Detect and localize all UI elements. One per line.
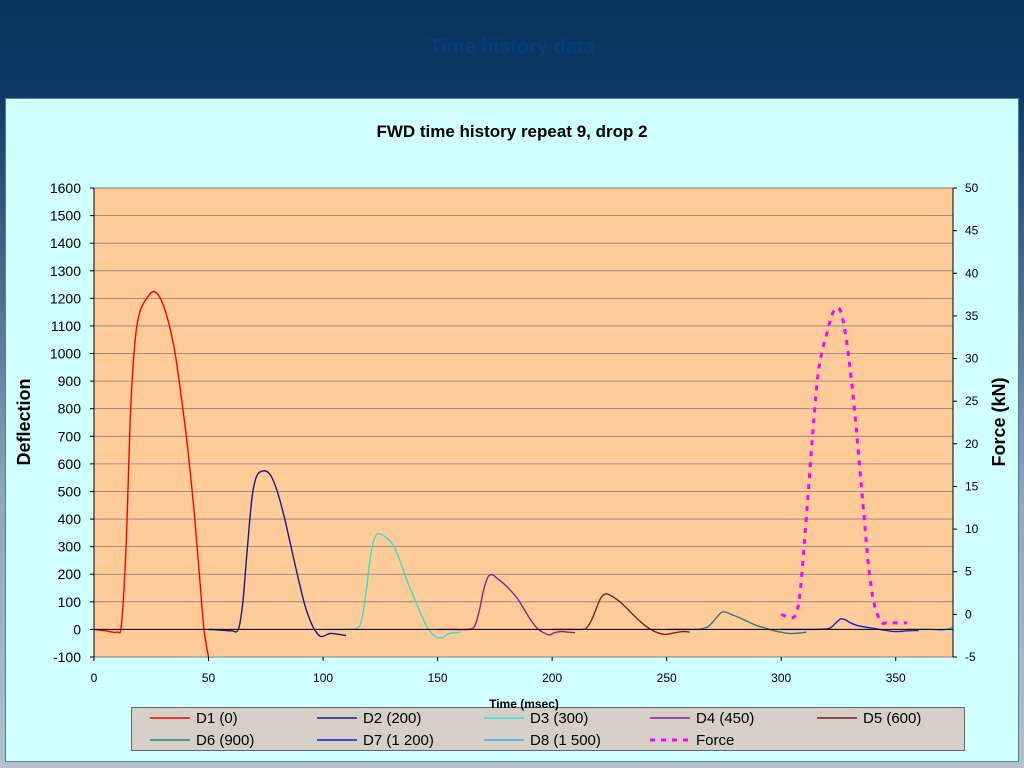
- y-tick-label: 1000: [50, 346, 81, 362]
- chart-title: FWD time history repeat 9, drop 2: [376, 122, 647, 141]
- y2-tick-label: 30: [965, 352, 979, 366]
- y-tick-label: 400: [58, 511, 82, 527]
- y-tick-label: 100: [58, 594, 82, 610]
- legend: D1 (0) D2 (200) D3 (300) D4 (450) D5 (600) D6…: [150, 710, 921, 749]
- y-tick-label: 300: [58, 539, 82, 555]
- y2-tick-label: -5: [965, 650, 976, 664]
- legend-label: D5 (600): [863, 710, 921, 727]
- x-tick-label: 50: [202, 671, 216, 685]
- y-tick-label: 800: [58, 401, 82, 417]
- y-tick-label: 0: [73, 621, 81, 637]
- x-tick-label: 350: [886, 671, 906, 685]
- y-tick-label: 500: [58, 483, 82, 499]
- slide-title: Time history data: [429, 36, 595, 58]
- legend-box: [131, 707, 965, 751]
- series-line-6: [666, 611, 807, 635]
- y-tick-label: 600: [58, 456, 82, 472]
- y-tick-label: 1100: [51, 318, 81, 334]
- y2-tick-label: 35: [965, 309, 979, 323]
- y-tick-label: 700: [58, 428, 82, 444]
- y-tick-label: 1200: [50, 290, 81, 306]
- y2-tick-label: 20: [965, 437, 979, 451]
- legend-label: D8 (1 500): [530, 732, 601, 749]
- legend-label: D6 (900): [196, 732, 254, 749]
- y-tick-label: 900: [58, 373, 82, 389]
- y-tick-label: 200: [58, 566, 82, 582]
- legend-label: D1 (0): [196, 710, 238, 727]
- y2-tick-label: 40: [965, 266, 979, 280]
- x-tick-label: 150: [428, 671, 448, 685]
- x-tick-label: 200: [542, 671, 562, 685]
- series-line-9: [780, 306, 908, 626]
- x-tick-label: 100: [313, 671, 333, 685]
- x-axis-label: Time (msec): [489, 697, 559, 711]
- y-axis-label: Deflection: [14, 378, 34, 465]
- y2-tick-label: 45: [965, 224, 979, 238]
- series-line-5: [552, 593, 690, 636]
- plot-area: [93, 187, 954, 658]
- series-line-1: [93, 290, 210, 658]
- y-tick-label: 1300: [50, 263, 81, 279]
- y2-tick-label: 15: [965, 479, 979, 493]
- y-tick-label: -100: [53, 649, 81, 665]
- y2-tick-label: 0: [965, 607, 972, 621]
- legend-label: D4 (450): [696, 710, 754, 727]
- y-tick-label: 1500: [50, 208, 81, 224]
- axes: -100010020030040050060070080090010001100…: [50, 180, 979, 685]
- series-line-4: [437, 573, 576, 636]
- y2-axis-label: Force (kN): [989, 377, 1009, 466]
- series-line-3: [323, 532, 461, 639]
- y-tick-label: 1400: [50, 235, 81, 251]
- y-tick-label: 1600: [50, 180, 81, 196]
- x-tick-label: 250: [657, 671, 677, 685]
- legend-label: D3 (300): [530, 710, 588, 727]
- legend-label: D2 (200): [363, 710, 421, 727]
- legend-label: Force: [696, 732, 734, 749]
- y2-tick-label: 50: [965, 181, 979, 195]
- x-tick-label: 0: [91, 671, 98, 685]
- y2-tick-label: 25: [965, 394, 979, 408]
- y2-tick-label: 10: [965, 522, 979, 536]
- legend-label: D7 (1 200): [363, 732, 434, 749]
- y2-tick-label: 5: [965, 565, 972, 579]
- series-line-2: [208, 470, 347, 638]
- x-tick-label: 300: [771, 671, 791, 685]
